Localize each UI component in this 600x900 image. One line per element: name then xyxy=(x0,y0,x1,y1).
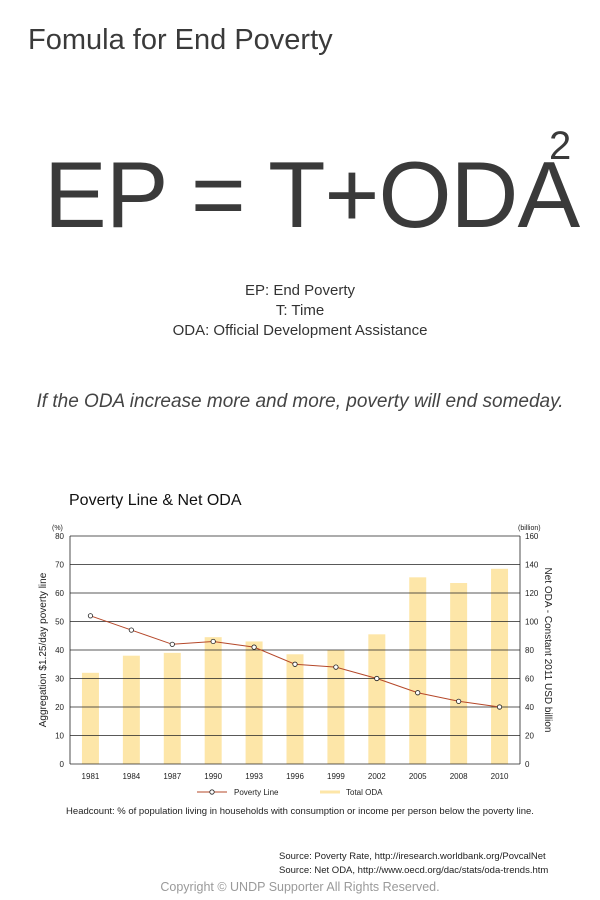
oda-bar xyxy=(286,654,304,764)
poverty-point xyxy=(496,704,503,710)
poverty-point xyxy=(415,690,421,696)
poverty-point xyxy=(169,641,175,647)
poverty-point xyxy=(374,675,380,682)
y2-tick-label: 20 xyxy=(525,732,534,741)
oda-bar xyxy=(368,634,386,764)
formula-exponent: 2 xyxy=(549,124,572,168)
x-tick-label: 1996 xyxy=(286,772,304,781)
x-tick-label: 1993 xyxy=(245,772,263,781)
y-unit-label: (%) xyxy=(52,525,63,532)
x-tick-label: 2010 xyxy=(491,772,509,781)
legend-poverty-line: Poverty Line xyxy=(234,788,279,797)
x-tick-label: 1990 xyxy=(204,772,222,781)
y2-tick-label: 80 xyxy=(525,646,534,655)
y-axis-label: Aggregation $1.25/day poverty line xyxy=(38,572,49,727)
x-tick-label: 2008 xyxy=(450,772,468,781)
copyright: Copyright © UNDP Supporter All Rights Re… xyxy=(160,880,440,894)
definition-oda: ODA: Official Development Assistance xyxy=(172,322,428,339)
definition-t: T: Time xyxy=(275,302,325,319)
page-title: Fomula for End Poverty xyxy=(28,24,333,56)
oda-bar xyxy=(122,655,140,764)
y-tick-label: 70 xyxy=(55,561,64,570)
y-tick-label: 80 xyxy=(55,532,64,541)
y2-tick-label: 0 xyxy=(525,760,530,769)
y2-tick-label: 60 xyxy=(525,675,534,684)
definition-ep: EP: End Poverty xyxy=(244,282,356,299)
poverty-point xyxy=(456,698,462,704)
x-tick-label: 2005 xyxy=(409,772,427,781)
y2-unit-label: (billion) xyxy=(518,525,541,532)
chart-title: Poverty Line & Net ODA xyxy=(69,492,242,509)
oda-bar xyxy=(204,637,222,764)
y-tick-label: 40 xyxy=(55,646,64,655)
oda-bar xyxy=(163,652,181,764)
y-tick-label: 60 xyxy=(55,589,64,598)
y2-axis-label: Net ODA - Constant 2011 USD billion xyxy=(542,568,553,733)
oda-bar xyxy=(491,568,509,764)
legend-total-oda: Total ODA xyxy=(346,788,383,797)
y2-tick-label: 140 xyxy=(525,561,539,570)
y2-tick-label: 160 xyxy=(525,532,539,541)
x-tick-label: 1999 xyxy=(327,772,345,781)
y-tick-label: 30 xyxy=(55,675,64,684)
poverty-point xyxy=(87,613,94,619)
formula-definitions: EP: End Poverty T: Time ODA: Official De… xyxy=(0,281,600,341)
poverty-point xyxy=(128,627,134,633)
x-tick-label: 2002 xyxy=(368,772,386,781)
oda-bar xyxy=(409,577,427,764)
legend-line-marker xyxy=(209,789,215,795)
poverty-point xyxy=(251,644,257,650)
x-tick-label: 1981 xyxy=(82,772,100,781)
x-tick-label: 1984 xyxy=(122,772,140,781)
source-net-oda: Source: Net ODA, http://www.oecd.org/dac… xyxy=(279,865,549,876)
y2-tick-label: 120 xyxy=(525,589,539,598)
x-tick-label: 1987 xyxy=(163,772,181,781)
legend-bar-swatch xyxy=(320,790,340,794)
y2-tick-label: 100 xyxy=(525,618,539,627)
tagline: If the ODA increase more and more, pover… xyxy=(36,391,564,412)
oda-bar xyxy=(81,672,99,764)
y-tick-label: 20 xyxy=(55,703,64,712)
headcount-note: Headcount: % of population living in hou… xyxy=(66,806,534,817)
formula: EP = T+ODA xyxy=(44,142,580,247)
y-tick-label: 0 xyxy=(60,760,65,769)
y2-tick-label: 40 xyxy=(525,703,534,712)
poverty-point xyxy=(292,661,298,667)
poverty-point xyxy=(333,664,339,670)
poverty-point xyxy=(210,638,216,645)
y-tick-label: 10 xyxy=(55,732,64,741)
oda-bar xyxy=(245,641,263,764)
oda-bar xyxy=(450,583,468,764)
source-poverty-rate: Source: Poverty Rate, http://iresearch.w… xyxy=(279,851,546,862)
y-tick-label: 50 xyxy=(55,618,64,627)
